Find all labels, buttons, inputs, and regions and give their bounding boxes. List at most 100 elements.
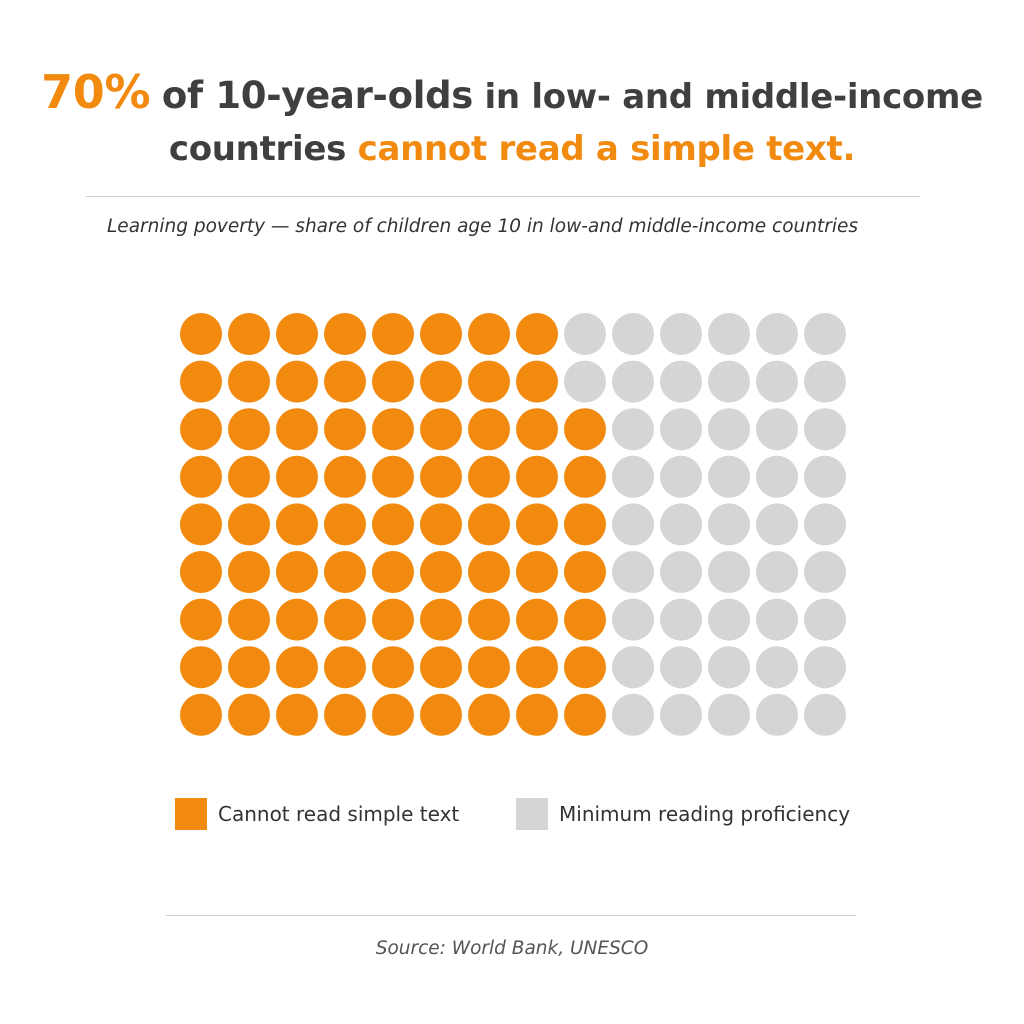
waffle-dot-proficient bbox=[708, 503, 750, 546]
legend-label-minimum-proficiency: Minimum reading proficiency bbox=[559, 802, 851, 826]
waffle-dot-cannot-read bbox=[228, 551, 270, 593]
waffle-dot-cannot-read bbox=[372, 551, 414, 593]
waffle-dot-cannot-read bbox=[276, 408, 318, 451]
source-note: Source: World Bank, UNESCO bbox=[375, 938, 649, 959]
waffle-dot-cannot-read bbox=[516, 503, 558, 546]
waffle-dot-cannot-read bbox=[564, 503, 606, 546]
waffle-dot-proficient bbox=[804, 646, 846, 689]
waffle-dot-cannot-read bbox=[372, 646, 414, 689]
legend-item-minimum-proficiency: Minimum reading proficiency bbox=[516, 797, 850, 831]
waffle-dot-proficient bbox=[708, 646, 750, 689]
waffle-dot-proficient bbox=[612, 503, 654, 546]
waffle-dot-cannot-read bbox=[180, 455, 222, 498]
waffle-dot-proficient bbox=[708, 360, 750, 403]
top-divider bbox=[86, 196, 920, 197]
waffle-dot-proficient bbox=[708, 598, 750, 641]
waffle-dot-cannot-read bbox=[420, 693, 462, 736]
legend-swatch-orange bbox=[175, 798, 207, 830]
waffle-dot-proficient bbox=[804, 503, 846, 546]
waffle-dot-cannot-read bbox=[468, 313, 510, 355]
waffle-dot-cannot-read bbox=[276, 503, 318, 546]
waffle-dot-proficient bbox=[756, 646, 798, 689]
waffle-dot-cannot-read bbox=[324, 313, 366, 355]
waffle-dot-proficient bbox=[564, 360, 606, 403]
waffle-dot-cannot-read bbox=[468, 455, 510, 498]
waffle-dot-proficient bbox=[804, 408, 846, 451]
waffle-dot-proficient bbox=[756, 408, 798, 451]
waffle-dot-cannot-read bbox=[276, 313, 318, 355]
waffle-dot-proficient bbox=[708, 408, 750, 451]
waffle-dot-cannot-read bbox=[468, 646, 510, 689]
waffle-dot-cannot-read bbox=[516, 646, 558, 689]
waffle-dot-cannot-read bbox=[324, 646, 366, 689]
waffle-dot-cannot-read bbox=[564, 598, 606, 641]
waffle-dot-cannot-read bbox=[420, 360, 462, 403]
waffle-dot-cannot-read bbox=[420, 503, 462, 546]
waffle-dot-proficient bbox=[804, 360, 846, 403]
waffle-dot-cannot-read bbox=[372, 313, 414, 355]
waffle-dot-proficient bbox=[708, 455, 750, 498]
waffle-dot-cannot-read bbox=[180, 360, 222, 403]
waffle-dot-cannot-read bbox=[468, 408, 510, 451]
waffle-dot-cannot-read bbox=[420, 598, 462, 641]
waffle-dot-cannot-read bbox=[468, 360, 510, 403]
waffle-dot-proficient bbox=[612, 313, 654, 355]
waffle-dot-cannot-read bbox=[372, 408, 414, 451]
waffle-dot-cannot-read bbox=[564, 455, 606, 498]
waffle-dot-cannot-read bbox=[228, 693, 270, 736]
waffle-dot-cannot-read bbox=[228, 503, 270, 546]
headline-outcome: cannot read a simple text. bbox=[357, 129, 856, 169]
waffle-dot-cannot-read bbox=[228, 313, 270, 355]
waffle-dot-proficient bbox=[564, 313, 606, 355]
waffle-dot-cannot-read bbox=[180, 693, 222, 736]
waffle-dot-cannot-read bbox=[516, 408, 558, 451]
waffle-dot-proficient bbox=[660, 360, 702, 403]
headline-region: in low- and middle-income bbox=[484, 77, 984, 117]
waffle-dot-proficient bbox=[660, 646, 702, 689]
bottom-divider bbox=[166, 915, 856, 916]
waffle-dot-cannot-read bbox=[516, 693, 558, 736]
waffle-dot-cannot-read bbox=[180, 646, 222, 689]
waffle-dot-proficient bbox=[660, 693, 702, 736]
waffle-dot-cannot-read bbox=[372, 693, 414, 736]
waffle-dot-cannot-read bbox=[276, 598, 318, 641]
waffle-dot-proficient bbox=[612, 646, 654, 689]
waffle-dot-proficient bbox=[660, 313, 702, 355]
waffle-dot-cannot-read bbox=[564, 551, 606, 593]
waffle-dot-cannot-read bbox=[468, 598, 510, 641]
waffle-dot-cannot-read bbox=[516, 551, 558, 593]
headline-subject: of 10-year-olds bbox=[161, 74, 473, 117]
waffle-dot-proficient bbox=[756, 503, 798, 546]
waffle-dot-cannot-read bbox=[516, 598, 558, 641]
waffle-dot-proficient bbox=[660, 598, 702, 641]
legend-label-cannot-read: Cannot read simple text bbox=[218, 802, 460, 826]
waffle-dot-cannot-read bbox=[228, 598, 270, 641]
waffle-dot-proficient bbox=[756, 551, 798, 593]
waffle-dot-cannot-read bbox=[372, 455, 414, 498]
waffle-dot-cannot-read bbox=[564, 408, 606, 451]
headline: 70% of 10-year-olds in low- and middle-i… bbox=[0, 66, 1024, 175]
chart-subtitle: Learning poverty — share of children age… bbox=[107, 216, 859, 237]
waffle-dot-proficient bbox=[804, 693, 846, 736]
waffle-dot-cannot-read bbox=[420, 551, 462, 593]
waffle-dot-cannot-read bbox=[276, 551, 318, 593]
waffle-dot-proficient bbox=[708, 693, 750, 736]
waffle-dot-cannot-read bbox=[468, 551, 510, 593]
legend-swatch-gray bbox=[516, 798, 548, 830]
waffle-dot-cannot-read bbox=[228, 455, 270, 498]
legend-item-cannot-read: Cannot read simple text bbox=[175, 797, 459, 831]
waffle-dot-cannot-read bbox=[564, 693, 606, 736]
waffle-dot-cannot-read bbox=[180, 598, 222, 641]
waffle-dot-cannot-read bbox=[324, 551, 366, 593]
waffle-dot-cannot-read bbox=[420, 313, 462, 355]
waffle-dot-proficient bbox=[804, 455, 846, 498]
waffle-dot-proficient bbox=[612, 455, 654, 498]
waffle-dot-proficient bbox=[756, 693, 798, 736]
waffle-dot-proficient bbox=[756, 313, 798, 355]
waffle-dot-cannot-read bbox=[180, 503, 222, 546]
waffle-dot-proficient bbox=[612, 598, 654, 641]
waffle-dot-proficient bbox=[612, 693, 654, 736]
waffle-dot-cannot-read bbox=[324, 598, 366, 641]
waffle-dot-cannot-read bbox=[372, 598, 414, 641]
